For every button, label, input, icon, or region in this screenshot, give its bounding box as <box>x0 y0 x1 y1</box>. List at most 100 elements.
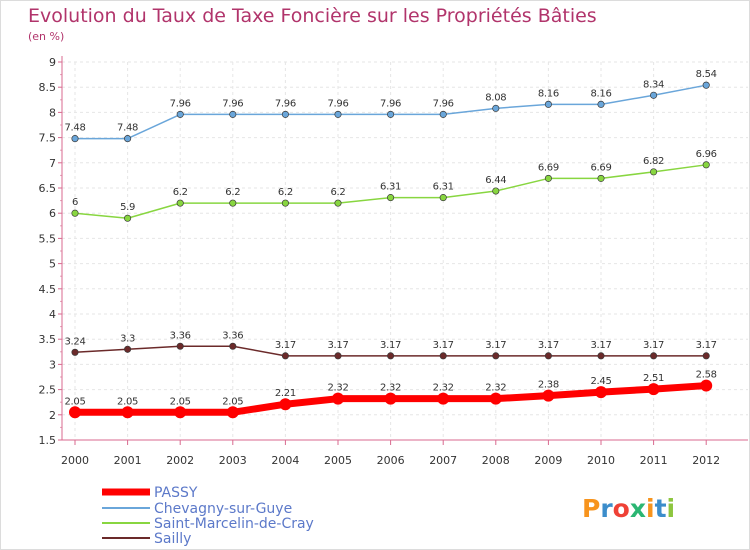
data-point-sailly <box>176 342 184 350</box>
data-point-chevagny-sur-guye <box>124 135 132 143</box>
x-tick-label: 2008 <box>482 454 510 467</box>
legend-label-chevagny-sur-guye: Chevagny-sur-Guye <box>154 501 292 517</box>
data-label-sailly: 3.17 <box>590 340 611 351</box>
series-layer <box>69 81 713 419</box>
data-label-sailly: 3.17 <box>433 340 454 351</box>
data-label-sailly: 3.36 <box>170 330 191 341</box>
data-label-sailly: 3.17 <box>275 340 296 351</box>
data-labels: 2.05 2.05 2.05 2.05 2.21 2.32 2.32 2.32 2.32 2.38… <box>64 69 717 407</box>
x-tick-label: 2012 <box>692 454 720 467</box>
data-point-sailly <box>229 342 237 350</box>
data-point-passy <box>542 389 555 402</box>
data-label-passy: 2.21 <box>275 388 296 399</box>
data-point-chevagny-sur-guye <box>650 91 658 99</box>
data-point-saint-marcelin-de-cray <box>387 194 395 202</box>
logo-letter: x <box>630 494 646 523</box>
data-label-sailly: 3.17 <box>643 340 664 351</box>
data-point-saint-marcelin-de-cray <box>334 199 342 207</box>
unit-label: (en %) <box>28 30 64 43</box>
data-label-passy: 2.32 <box>485 383 506 394</box>
data-label-sailly: 3.17 <box>327 340 348 351</box>
data-point-sailly <box>387 352 395 360</box>
data-point-saint-marcelin-de-cray <box>492 187 500 195</box>
data-point-saint-marcelin-de-cray <box>124 214 132 222</box>
data-label-passy: 2.05 <box>64 396 85 407</box>
legend: PASSYChevagny-sur-GuyeSaint-Marcelin-de-… <box>102 485 314 547</box>
data-point-passy <box>174 406 187 419</box>
proxiti-logo-text: Proxiti <box>582 494 675 523</box>
data-point-passy <box>384 392 397 405</box>
data-label-chevagny-sur-guye: 8.08 <box>485 92 506 103</box>
data-point-saint-marcelin-de-cray <box>544 174 552 182</box>
y-tick-label: 8.5 <box>39 81 57 94</box>
data-point-chevagny-sur-guye <box>544 100 552 108</box>
data-point-chevagny-sur-guye <box>229 110 237 118</box>
data-label-saint-marcelin-de-cray: 6.31 <box>433 182 454 193</box>
data-label-chevagny-sur-guye: 7.48 <box>117 123 138 134</box>
data-label-sailly: 3.17 <box>380 340 401 351</box>
y-tick-label: 6 <box>49 207 56 220</box>
x-tick-label: 2010 <box>587 454 615 467</box>
data-label-passy: 2.32 <box>433 383 454 394</box>
data-point-chevagny-sur-guye <box>439 110 447 118</box>
data-label-passy: 2.58 <box>696 370 717 381</box>
legend-label-saint-marcelin-de-cray: Saint-Marcelin-de-Cray <box>154 516 314 532</box>
y-tick-label: 5 <box>49 258 56 271</box>
logo-letter: t <box>655 494 667 523</box>
data-point-passy <box>595 386 607 399</box>
data-label-saint-marcelin-de-cray: 6.2 <box>173 187 188 198</box>
data-point-saint-marcelin-de-cray <box>71 209 79 217</box>
data-label-sailly: 3.36 <box>222 330 243 341</box>
x-tick-label: 2007 <box>429 454 457 467</box>
data-label-passy: 2.32 <box>380 383 401 394</box>
data-point-saint-marcelin-de-cray <box>702 161 710 169</box>
data-point-sailly <box>71 348 79 356</box>
data-label-saint-marcelin-de-cray: 6.96 <box>696 149 717 160</box>
data-label-saint-marcelin-de-cray: 6.31 <box>380 182 401 193</box>
y-tick-label: 6.5 <box>39 182 57 195</box>
data-point-sailly <box>650 352 658 360</box>
y-tick-label: 2 <box>49 409 56 422</box>
logo-letter: i <box>646 494 655 523</box>
data-point-sailly <box>544 352 552 360</box>
y-tick-label: 2.5 <box>39 384 57 397</box>
data-point-passy <box>226 406 239 419</box>
data-label-chevagny-sur-guye: 7.96 <box>170 98 191 109</box>
data-label-passy: 2.05 <box>222 396 243 407</box>
data-label-saint-marcelin-de-cray: 6 <box>72 197 78 208</box>
data-point-sailly <box>597 352 605 360</box>
y-tick-label: 5.5 <box>39 232 57 245</box>
data-label-sailly: 3.17 <box>538 340 559 351</box>
proxiti-logo: Proxiti <box>582 494 675 523</box>
x-tick-label: 2011 <box>640 454 668 467</box>
data-point-chevagny-sur-guye <box>702 81 710 89</box>
x-tick-label: 2003 <box>219 454 247 467</box>
logo-letter: o <box>613 494 630 523</box>
data-point-saint-marcelin-de-cray <box>439 194 447 202</box>
data-label-saint-marcelin-de-cray: 6.44 <box>485 175 506 186</box>
x-tick-label: 2000 <box>61 454 89 467</box>
data-point-saint-marcelin-de-cray <box>597 174 605 182</box>
data-label-saint-marcelin-de-cray: 6.82 <box>643 156 664 167</box>
data-point-sailly <box>492 352 500 360</box>
data-point-chevagny-sur-guye <box>334 110 342 118</box>
data-label-sailly: 3.17 <box>485 340 506 351</box>
data-label-saint-marcelin-de-cray: 6.2 <box>278 187 293 198</box>
data-label-chevagny-sur-guye: 8.16 <box>590 88 611 99</box>
logo-letter: i <box>667 494 676 523</box>
legend-label-passy: PASSY <box>154 485 198 501</box>
data-point-chevagny-sur-guye <box>281 110 289 118</box>
data-point-passy <box>69 406 81 419</box>
data-label-passy: 2.38 <box>538 380 559 391</box>
data-point-chevagny-sur-guye <box>176 110 184 118</box>
data-label-passy: 2.51 <box>643 373 664 384</box>
data-label-passy: 2.05 <box>117 396 138 407</box>
data-point-saint-marcelin-de-cray <box>650 168 658 176</box>
y-tick-label: 1.5 <box>39 434 57 447</box>
data-label-sailly: 3.3 <box>120 333 135 344</box>
data-label-saint-marcelin-de-cray: 5.9 <box>120 202 135 213</box>
x-tick-label: 2005 <box>324 454 352 467</box>
y-tick-label: 4.5 <box>39 283 57 296</box>
